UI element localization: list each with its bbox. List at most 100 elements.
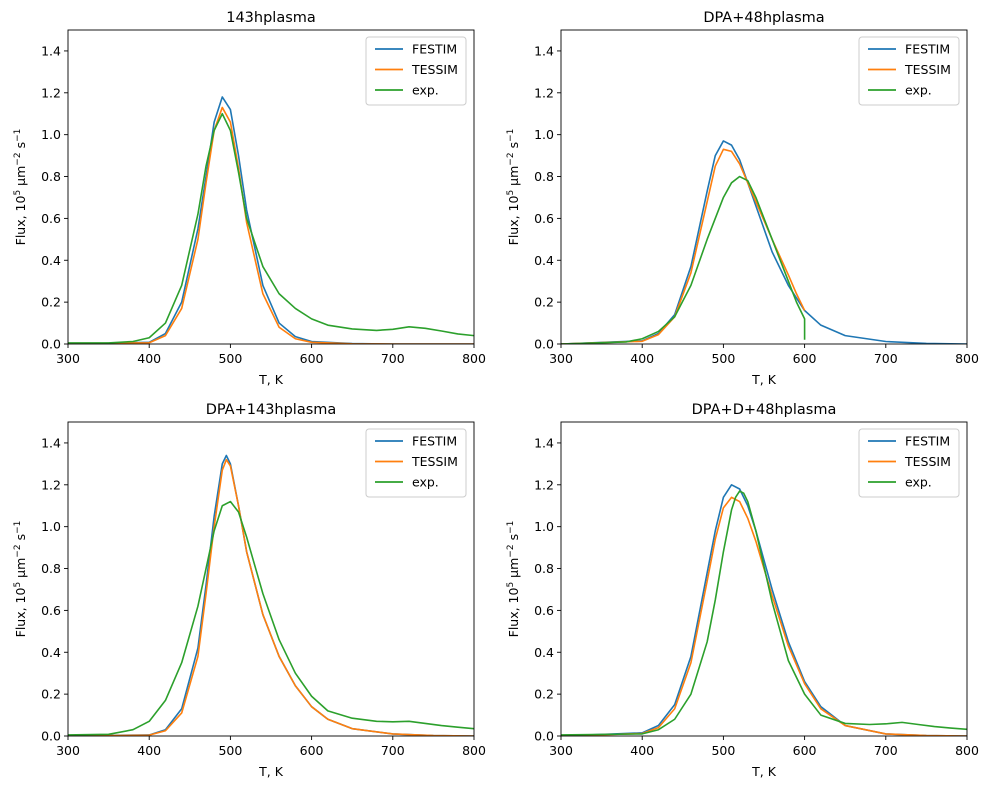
chart-title: DPA+D+48hplasma bbox=[692, 402, 837, 418]
x-tick-label: 500 bbox=[711, 351, 735, 366]
y-tick-label: 0.4 bbox=[41, 645, 61, 660]
y-tick-label: 0.2 bbox=[534, 295, 554, 310]
x-tick-label: 500 bbox=[218, 743, 242, 758]
legend bbox=[858, 428, 960, 498]
x-tick-label: 800 bbox=[955, 743, 979, 758]
legend-label-tessim: TESSIM bbox=[904, 62, 951, 77]
subplot-4: 300 400 500 600 700 800 0.0 0.2 0.4 0.6 0.8 1.0 1.2 1… bbox=[506, 402, 979, 779]
legend-label-tessim: TESSIM bbox=[411, 62, 458, 77]
y-axis-label: Flux, 105 μm−2 s−1 bbox=[506, 129, 521, 246]
y-tick-label: 0.2 bbox=[41, 687, 61, 702]
axes-frame bbox=[67, 29, 475, 345]
legend-label-festim: FESTIM bbox=[905, 42, 950, 57]
y-tick-label: 0.8 bbox=[534, 169, 554, 184]
series-line-festim bbox=[561, 140, 967, 344]
series-line-tessim bbox=[561, 496, 967, 736]
x-tick-label: 600 bbox=[793, 351, 817, 366]
x-tick-label: 400 bbox=[137, 351, 161, 366]
axes-frame bbox=[560, 421, 968, 737]
x-axis-label: T, K bbox=[258, 372, 284, 387]
x-tick-label: 400 bbox=[137, 743, 161, 758]
y-tick-label: 0.4 bbox=[41, 253, 61, 268]
series-line-exp bbox=[561, 175, 806, 344]
y-tick-label: 0.0 bbox=[534, 337, 554, 352]
y-tick-label: 0.6 bbox=[41, 211, 61, 226]
x-tick-label: 400 bbox=[630, 743, 654, 758]
y-tick-label: 0.2 bbox=[41, 295, 61, 310]
x-tick-label: 300 bbox=[56, 743, 80, 758]
x-tick-label: 300 bbox=[56, 351, 80, 366]
legend-label-tessim: TESSIM bbox=[411, 454, 458, 469]
legend-label-festim: FESTIM bbox=[412, 434, 457, 449]
x-axis-label: T, K bbox=[751, 372, 777, 387]
legend-label-exp: exp. bbox=[905, 83, 932, 98]
subplot-3: 300 400 500 600 700 800 0.0 0.2 0.4 0.6 0.8 1.0 1.2 1… bbox=[13, 402, 486, 779]
y-tick-label: 0.6 bbox=[41, 603, 61, 618]
x-tick-label: 800 bbox=[462, 351, 486, 366]
x-tick-label: 500 bbox=[711, 743, 735, 758]
x-tick-label: 800 bbox=[955, 351, 979, 366]
x-tick-label: 300 bbox=[549, 743, 573, 758]
x-tick-label: 500 bbox=[218, 351, 242, 366]
y-tick-label: 1.2 bbox=[41, 477, 61, 492]
legend-label-tessim: TESSIM bbox=[904, 454, 951, 469]
y-tick-label: 0.6 bbox=[534, 603, 554, 618]
x-tick-label: 600 bbox=[300, 351, 324, 366]
legend bbox=[365, 428, 467, 498]
y-tick-label: 0.4 bbox=[534, 645, 554, 660]
series-line-festim bbox=[68, 96, 474, 344]
x-tick-label: 700 bbox=[874, 351, 898, 366]
chart-title: 143hplasma bbox=[226, 10, 316, 26]
legend bbox=[365, 36, 467, 106]
x-axis-label: T, K bbox=[258, 764, 284, 779]
legend-label-exp: exp. bbox=[412, 475, 439, 490]
y-tick-label: 0.8 bbox=[41, 561, 61, 576]
y-tick-label: 0.0 bbox=[41, 337, 61, 352]
x-tick-label: 400 bbox=[630, 351, 654, 366]
series-line-festim bbox=[561, 484, 967, 736]
series-line-tessim bbox=[68, 458, 474, 736]
legend-label-festim: FESTIM bbox=[905, 434, 950, 449]
y-tick-label: 0.8 bbox=[534, 561, 554, 576]
series-line-exp bbox=[68, 500, 474, 736]
legend-label-festim: FESTIM bbox=[412, 42, 457, 57]
y-tick-label: 1.2 bbox=[41, 85, 61, 100]
x-tick-label: 600 bbox=[793, 743, 817, 758]
y-tick-label: 0.4 bbox=[534, 253, 554, 268]
y-tick-label: 0.2 bbox=[534, 687, 554, 702]
y-tick-label: 1.2 bbox=[534, 85, 554, 100]
y-tick-label: 0.0 bbox=[41, 729, 61, 744]
series-line-exp bbox=[561, 490, 967, 736]
series-line-exp bbox=[68, 112, 474, 344]
y-tick-label: 1.0 bbox=[534, 127, 554, 142]
y-tick-label: 1.4 bbox=[534, 435, 554, 450]
y-tick-label: 1.0 bbox=[41, 519, 61, 534]
series-line-tessim bbox=[561, 148, 806, 344]
y-axis-label: Flux, 105 μm−2 s−1 bbox=[13, 521, 28, 638]
chart-title: DPA+143hplasma bbox=[206, 402, 337, 418]
series-line-festim bbox=[68, 454, 474, 736]
y-tick-label: 1.4 bbox=[41, 435, 61, 450]
y-tick-label: 0.0 bbox=[534, 729, 554, 744]
x-tick-label: 700 bbox=[381, 743, 405, 758]
x-tick-label: 800 bbox=[462, 743, 486, 758]
y-axis-label: Flux, 105 μm−2 s−1 bbox=[506, 521, 521, 638]
chart-title: DPA+48hplasma bbox=[703, 10, 824, 26]
y-axis-label: Flux, 105 μm−2 s−1 bbox=[13, 129, 28, 246]
y-tick-label: 1.2 bbox=[534, 477, 554, 492]
y-tick-label: 1.0 bbox=[41, 127, 61, 142]
y-tick-label: 1.0 bbox=[534, 519, 554, 534]
y-tick-label: 0.6 bbox=[534, 211, 554, 226]
axes-frame bbox=[67, 421, 475, 737]
legend-label-exp: exp. bbox=[905, 475, 932, 490]
x-axis-label: T, K bbox=[751, 764, 777, 779]
y-tick-label: 0.8 bbox=[41, 169, 61, 184]
x-tick-label: 600 bbox=[300, 743, 324, 758]
series-line-tessim bbox=[68, 106, 474, 344]
x-tick-label: 700 bbox=[381, 351, 405, 366]
subplot-2: 300 400 500 600 700 800 0.0 0.2 0.4 0.6 0.8 1.0 1.2 1… bbox=[506, 10, 979, 387]
y-tick-label: 1.4 bbox=[41, 43, 61, 58]
legend bbox=[858, 36, 960, 106]
x-tick-label: 700 bbox=[874, 743, 898, 758]
